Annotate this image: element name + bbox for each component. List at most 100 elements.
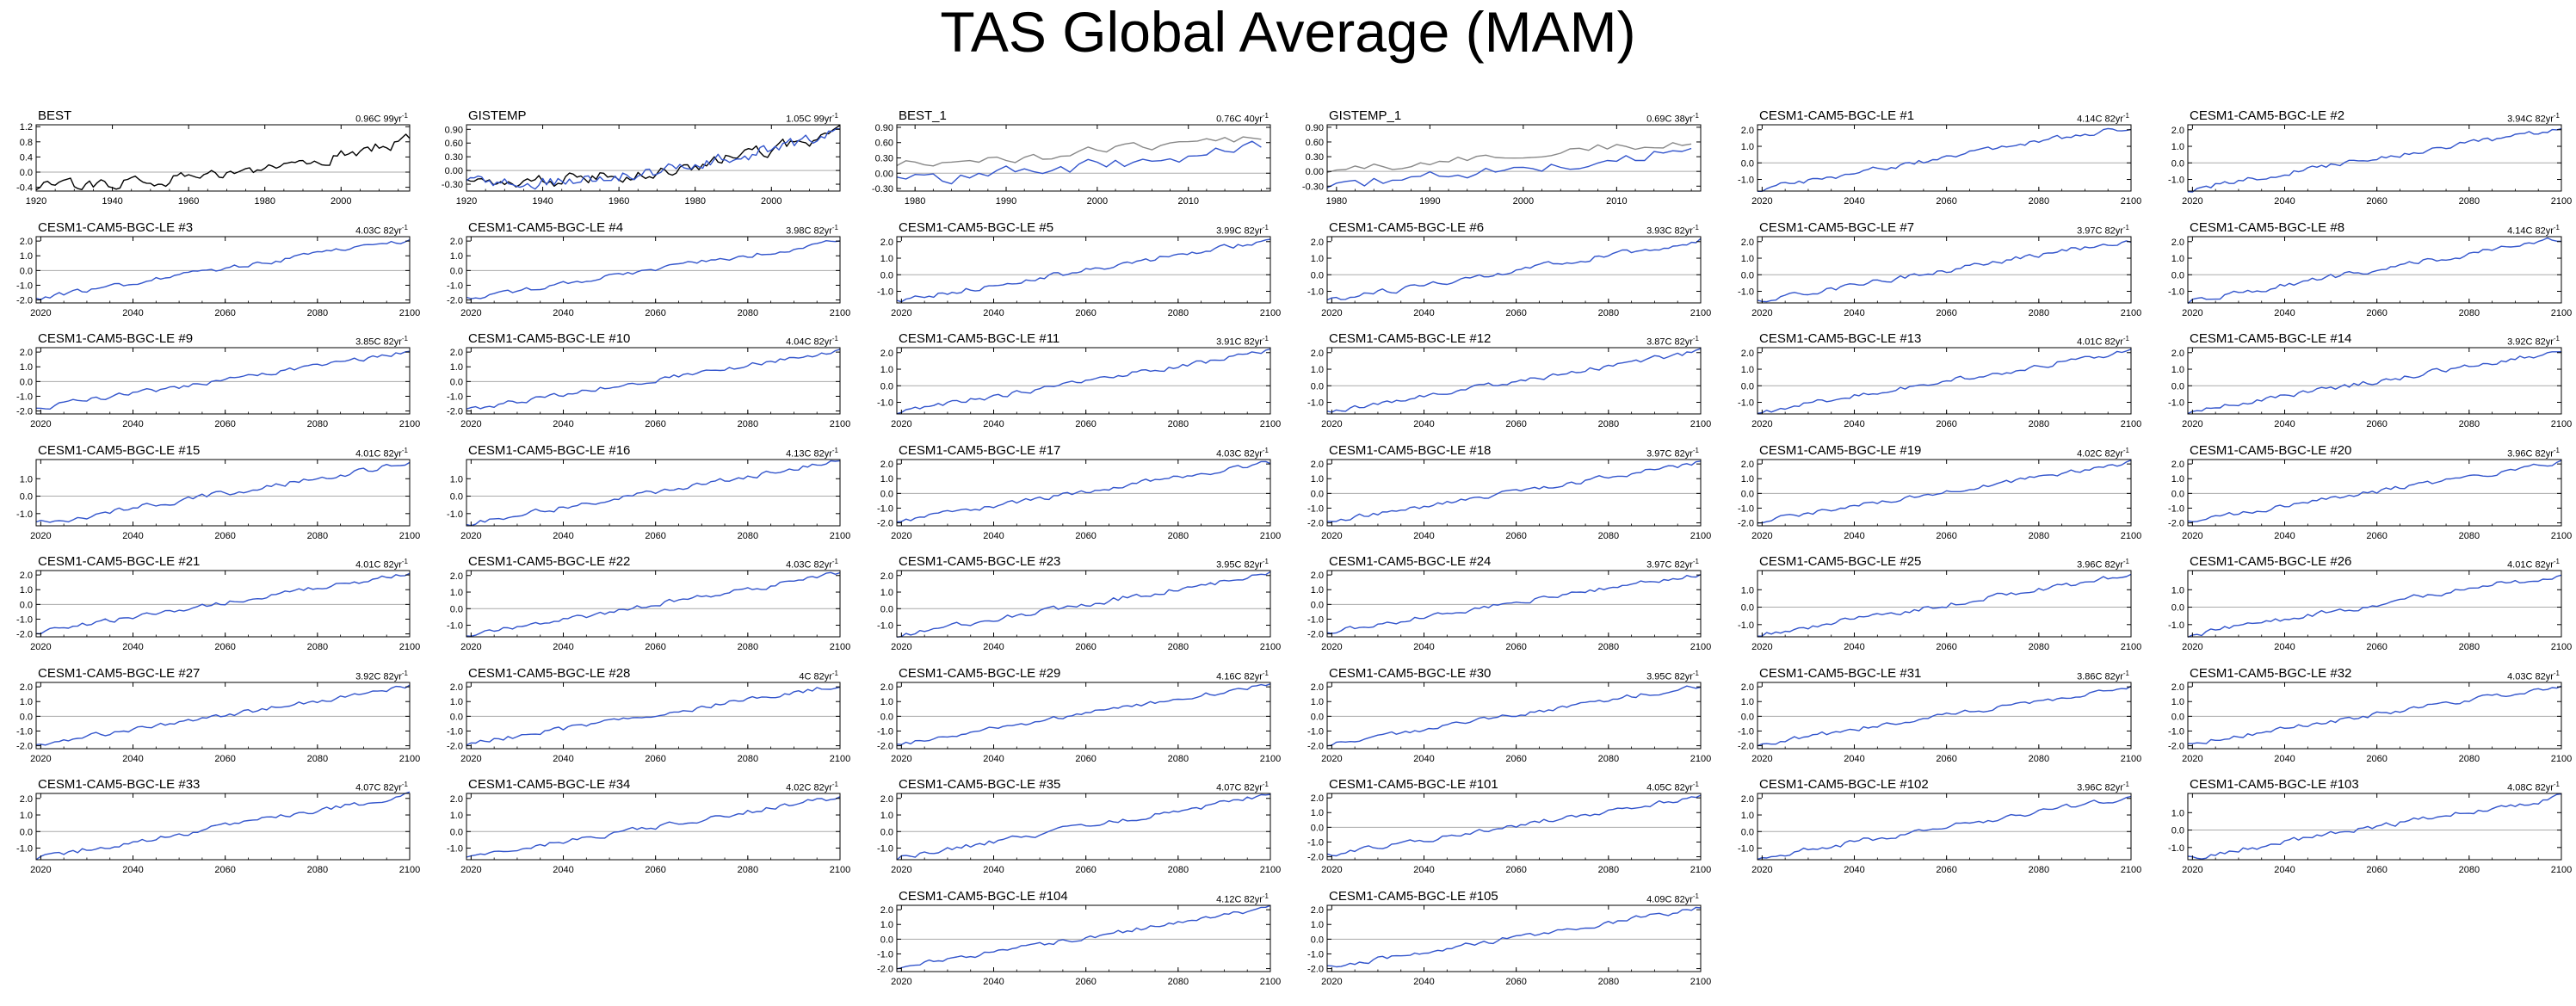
- x-tick-label: 2060: [1505, 865, 1526, 875]
- y-tick-label: 0.30: [1306, 152, 1324, 163]
- y-tick-label: -1.0: [1307, 837, 1324, 848]
- x-tick-label: 2100: [399, 531, 420, 541]
- x-tick-label: 2020: [1321, 419, 1342, 429]
- x-tick-label: 2040: [553, 308, 573, 318]
- panel-trend: 4.01C 82yr-1: [355, 445, 408, 460]
- trend-exponent: -1: [401, 447, 408, 454]
- axis-frame: [35, 124, 411, 192]
- axis-frame: [1326, 570, 1702, 638]
- y-tick-label: -2.0: [16, 296, 33, 306]
- panel-trend: 1.05C 99yr-1: [786, 110, 838, 126]
- chart-plot: -2.0 -1.0 0.0 1.0 2.0 2020 2040 2060 2080 2100: [2168, 682, 2572, 764]
- panel-trend: 4.14C 82yr-1: [2507, 222, 2560, 238]
- chart-panel: BEST_1 0.76C 40yr-1 -0.30 0.00 0.30 0.60 0.90 1…: [861, 108, 1281, 219]
- x-tick-label: 2040: [122, 531, 143, 541]
- chart-plot: -1.0 0.0 1.0 2.0 2020 2040 2060 2080 2100: [2168, 347, 2572, 429]
- x-tick-label: 2100: [399, 754, 420, 764]
- y-tick-label: 0.0: [880, 604, 893, 614]
- y-tick-label: -1.0: [447, 281, 463, 291]
- x-tick-label: 2060: [1505, 531, 1526, 541]
- panel-trend: 4.02C 82yr-1: [2077, 445, 2129, 460]
- chart-plot: -2.0 -1.0 0.0 1.0 2.0 2020 2040 2060 2080 2100: [447, 347, 850, 429]
- x-tick-label: 2100: [1690, 865, 1711, 875]
- y-tick-label: 0.0: [2171, 158, 2184, 169]
- y-tick-label: -1.0: [1307, 726, 1324, 737]
- trend-value: 4C 82yr: [799, 671, 832, 682]
- trend-value: 4.05C 82yr: [1646, 782, 1693, 793]
- y-tick-label: 1.0: [1311, 365, 1324, 375]
- chart-plot: -1.0 0.0 1.0 2.0 2020 2040 2060 2080 2100: [877, 236, 1281, 318]
- trend-value: 4.03C 82yr: [1216, 448, 1263, 460]
- y-tick-label: -1.0: [1738, 620, 1754, 631]
- series-line: [466, 240, 841, 299]
- y-tick-label: 2.0: [1311, 905, 1324, 916]
- x-tick-label: 2020: [2182, 754, 2202, 764]
- trend-exponent: -1: [2122, 224, 2129, 231]
- y-tick-label: 2.0: [1311, 349, 1324, 359]
- x-tick-label: 2040: [1413, 531, 1434, 541]
- x-tick-label: 1980: [1326, 196, 1347, 207]
- trend-exponent: -1: [2553, 112, 2560, 120]
- x-tick-label: 2020: [2182, 865, 2202, 875]
- y-tick-label: -1.0: [1307, 398, 1324, 409]
- panel-title: BEST_1: [899, 108, 947, 123]
- series-line: [466, 460, 841, 527]
- y-tick-label: 1.0: [1311, 254, 1324, 264]
- chart-plot: -1.0 0.0 1.0 2.0 2020 2040 2060 2080 2100: [1738, 124, 2141, 207]
- axis-frame: [1326, 347, 1702, 415]
- x-tick-label: 2080: [2459, 754, 2480, 764]
- x-tick-label: 2060: [214, 754, 235, 764]
- x-tick-label: 2060: [645, 308, 665, 318]
- chart-plot: -1.0 0.0 1.0 2.0 2020 2040 2060 2080 2100: [16, 791, 420, 875]
- series-line: [1326, 573, 1702, 634]
- x-tick-label: 2100: [1260, 754, 1281, 764]
- y-tick-label: 1.0: [1311, 474, 1324, 484]
- x-tick-label: 2060: [2366, 754, 2387, 764]
- y-tick-label: -1.0: [16, 392, 33, 402]
- trend-value: 4.12C 82yr: [1216, 894, 1263, 905]
- y-tick-label: 0.0: [20, 827, 33, 837]
- x-tick-label: 2060: [2366, 531, 2387, 541]
- y-tick-label: 1.0: [2171, 142, 2184, 152]
- x-tick-label: 2080: [2029, 865, 2049, 875]
- panel-title: CESM1-CAM5-BGC-LE #30: [1329, 666, 1492, 681]
- trend-exponent: -1: [401, 112, 408, 120]
- x-tick-label: 2040: [983, 754, 1004, 764]
- panel-trend: 0.76C 40yr-1: [1216, 110, 1269, 126]
- x-tick-label: 2060: [2366, 419, 2387, 429]
- y-tick-label: 2.0: [20, 237, 33, 247]
- y-tick-label: -2.0: [877, 519, 893, 529]
- panel-title: CESM1-CAM5-BGC-LE #13: [1759, 331, 1922, 346]
- x-tick-label: 2020: [30, 531, 51, 541]
- axis-frame: [35, 793, 411, 861]
- x-tick-label: 1990: [1419, 196, 1440, 207]
- axis-frame: [1326, 236, 1702, 304]
- x-tick-label: 2040: [1844, 196, 1864, 207]
- y-tick-label: 1.0: [880, 811, 893, 821]
- panel-title: CESM1-CAM5-BGC-LE #6: [1329, 220, 1485, 235]
- y-tick-label: 2.0: [880, 460, 893, 470]
- x-tick-label: 2060: [1075, 308, 1096, 318]
- y-tick-label: 2.0: [450, 237, 463, 247]
- trend-value: 4.07C 82yr: [1216, 782, 1263, 793]
- x-tick-label: 2020: [1751, 419, 1772, 429]
- panel-trend: 3.92C 82yr-1: [355, 668, 408, 683]
- x-tick-label: 1940: [102, 196, 122, 207]
- x-tick-label: 2020: [891, 977, 911, 987]
- trend-value: 3.96C 82yr: [2507, 448, 2554, 460]
- chart-plot: -2.0 -1.0 0.0 1.0 2.0 2020 2040 2060 2080 2100: [1307, 570, 1711, 652]
- x-tick-label: 2040: [553, 642, 573, 652]
- x-tick-label: 2080: [2029, 531, 2049, 541]
- y-tick-label: 0.0: [1311, 270, 1324, 281]
- chart-panel: CESM1-CAM5-BGC-LE #9 3.85C 82yr-1 -2.0 -1.0…: [0, 331, 420, 441]
- y-tick-label: 0.0: [880, 270, 893, 281]
- y-tick-label: 0.8: [20, 138, 33, 148]
- chart-panel: CESM1-CAM5-BGC-LE #31 3.86C 82yr-1 -2.0 -1.…: [1721, 666, 2141, 776]
- x-tick-label: 2040: [122, 865, 143, 875]
- trend-exponent: -1: [831, 670, 838, 677]
- y-tick-label: 2.0: [2171, 126, 2184, 136]
- axis-frame: [1757, 347, 2132, 415]
- x-tick-label: 2020: [1321, 865, 1342, 875]
- x-tick-label: 2040: [2274, 308, 2295, 318]
